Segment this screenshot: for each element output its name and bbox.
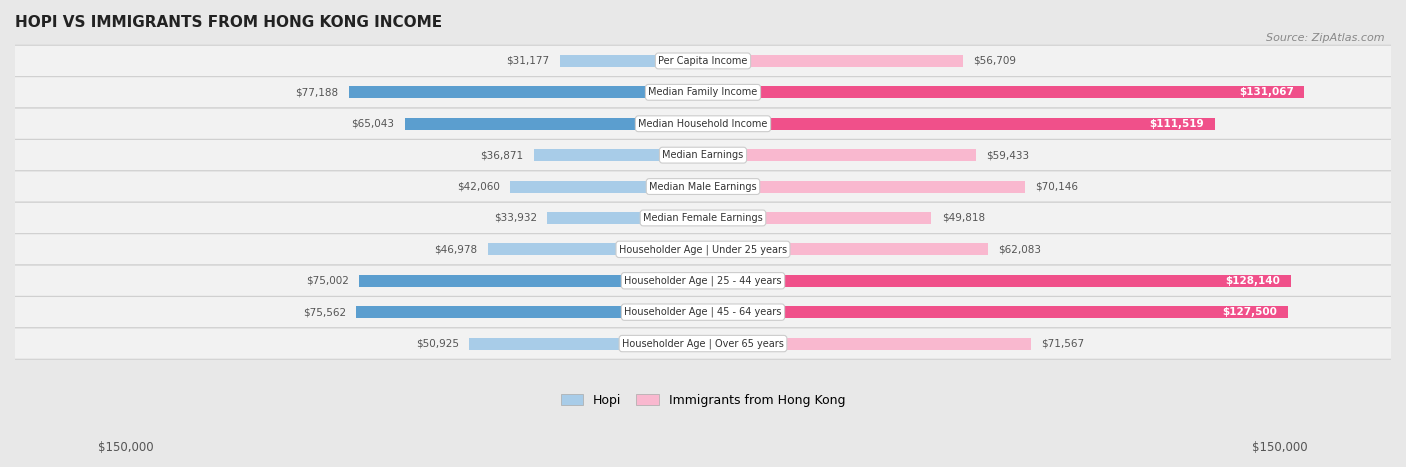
Bar <box>560 55 703 67</box>
Text: $42,060: $42,060 <box>457 182 499 191</box>
Bar <box>703 338 1031 349</box>
Text: Median Male Earnings: Median Male Earnings <box>650 182 756 191</box>
Text: Householder Age | Over 65 years: Householder Age | Over 65 years <box>621 338 785 349</box>
Text: $59,433: $59,433 <box>986 150 1029 160</box>
Text: $77,188: $77,188 <box>295 87 339 97</box>
Text: HOPI VS IMMIGRANTS FROM HONG KONG INCOME: HOPI VS IMMIGRANTS FROM HONG KONG INCOME <box>15 15 441 30</box>
Text: $49,818: $49,818 <box>942 213 986 223</box>
Bar <box>405 118 703 130</box>
Text: $128,140: $128,140 <box>1226 276 1281 286</box>
Text: $46,978: $46,978 <box>434 244 477 255</box>
FancyBboxPatch shape <box>1 234 1405 265</box>
Legend: Hopi, Immigrants from Hong Kong: Hopi, Immigrants from Hong Kong <box>555 389 851 412</box>
Bar <box>703 275 1291 287</box>
Text: Source: ZipAtlas.com: Source: ZipAtlas.com <box>1267 33 1385 42</box>
Text: Median Family Income: Median Family Income <box>648 87 758 97</box>
Bar <box>703 212 932 224</box>
Text: Per Capita Income: Per Capita Income <box>658 56 748 66</box>
Bar <box>703 243 988 255</box>
Text: $127,500: $127,500 <box>1223 307 1278 317</box>
Text: $33,932: $33,932 <box>494 213 537 223</box>
Text: $36,871: $36,871 <box>481 150 523 160</box>
Bar <box>349 86 703 99</box>
FancyBboxPatch shape <box>1 171 1405 202</box>
FancyBboxPatch shape <box>1 202 1405 234</box>
Bar <box>703 181 1025 192</box>
Text: $131,067: $131,067 <box>1239 87 1294 97</box>
Bar <box>359 275 703 287</box>
Text: $75,002: $75,002 <box>305 276 349 286</box>
Text: $50,925: $50,925 <box>416 339 460 348</box>
Text: Householder Age | 25 - 44 years: Householder Age | 25 - 44 years <box>624 276 782 286</box>
Text: $71,567: $71,567 <box>1042 339 1084 348</box>
Bar <box>547 212 703 224</box>
Text: Median Earnings: Median Earnings <box>662 150 744 160</box>
Text: $150,000: $150,000 <box>1251 441 1308 454</box>
FancyBboxPatch shape <box>1 297 1405 328</box>
Text: Householder Age | 45 - 64 years: Householder Age | 45 - 64 years <box>624 307 782 318</box>
Text: $75,562: $75,562 <box>302 307 346 317</box>
Bar <box>703 306 1288 318</box>
Bar <box>470 338 703 349</box>
Text: $150,000: $150,000 <box>98 441 155 454</box>
FancyBboxPatch shape <box>1 140 1405 171</box>
Bar <box>534 149 703 161</box>
Bar <box>703 149 976 161</box>
Text: $65,043: $65,043 <box>352 119 394 129</box>
Bar <box>703 86 1305 99</box>
Text: Householder Age | Under 25 years: Householder Age | Under 25 years <box>619 244 787 255</box>
Text: Median Household Income: Median Household Income <box>638 119 768 129</box>
Bar <box>703 118 1215 130</box>
Bar <box>357 306 703 318</box>
Bar <box>488 243 703 255</box>
Text: $31,177: $31,177 <box>506 56 550 66</box>
FancyBboxPatch shape <box>1 45 1405 77</box>
Bar <box>703 55 963 67</box>
Text: $62,083: $62,083 <box>998 244 1040 255</box>
FancyBboxPatch shape <box>1 108 1405 140</box>
Text: $70,146: $70,146 <box>1035 182 1078 191</box>
FancyBboxPatch shape <box>1 265 1405 297</box>
Bar <box>510 181 703 192</box>
Text: Median Female Earnings: Median Female Earnings <box>643 213 763 223</box>
FancyBboxPatch shape <box>1 328 1405 359</box>
Text: $111,519: $111,519 <box>1150 119 1204 129</box>
FancyBboxPatch shape <box>1 77 1405 108</box>
Text: $56,709: $56,709 <box>973 56 1017 66</box>
